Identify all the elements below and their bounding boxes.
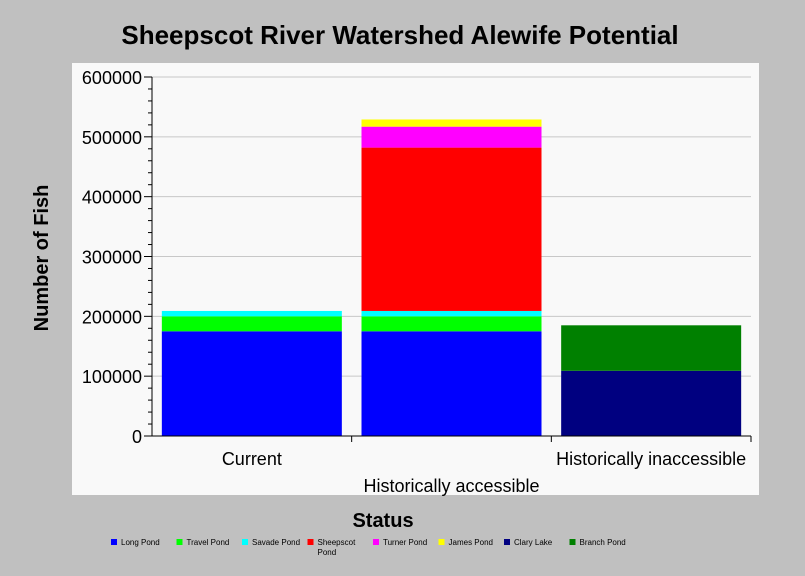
legend-label: Sheepscot Pond [318,538,357,557]
x-tick-label: Historically inaccessible [556,449,746,469]
legend-swatch [569,539,576,545]
bar-segment [161,310,342,317]
y-tick-label: 0 [132,427,142,447]
legend-label: Travel Pond [187,538,230,547]
legend: Long Pond Travel Pond Savade Pond Sheepscot… [111,538,626,557]
legend-swatch [373,539,379,545]
bar-segment [361,331,542,436]
y-tick-label: 300000 [82,248,142,268]
bar-segment [161,331,342,436]
bar-segment [361,119,542,127]
y-tick-label: 600000 [82,68,142,88]
legend-label: Turner Pond [383,538,427,547]
bar-segment [161,316,342,332]
legend-label: Clary Lake [514,538,553,547]
bar-segment [361,316,542,332]
bar-segment [361,147,542,311]
legend-swatch [242,539,248,545]
y-tick-label: 200000 [82,307,142,327]
bar-segment [361,126,542,148]
legend-label: Long Pond [121,538,160,547]
axes: 0 100000 200000 300000 400000 500000 600000 Cur… [82,68,752,496]
legend-label: Savade Pond [252,538,300,547]
legend-swatch [438,539,445,545]
bar-segment [361,310,542,317]
y-tick-label: 100000 [82,367,142,387]
y-tick-label: 400000 [82,188,142,208]
y-axis-title: Number of Fish [31,185,53,332]
legend-swatch [111,539,117,545]
legend-swatch [307,539,314,545]
chart-title: Sheepscot River Watershed Alewife Potent… [121,20,678,50]
x-axis-title: Status [352,510,413,532]
legend-label: James Pond [449,538,493,547]
legend-swatch [176,539,183,545]
x-tick-label: Current [222,449,282,469]
bar-segment [561,325,742,371]
bar-segment [561,370,742,436]
legend-label: Branch Pond [580,538,626,547]
x-tick-label: Historically accessible [363,476,539,496]
legend-swatch [504,539,510,545]
y-tick-label: 500000 [82,128,142,148]
bars [161,119,742,436]
